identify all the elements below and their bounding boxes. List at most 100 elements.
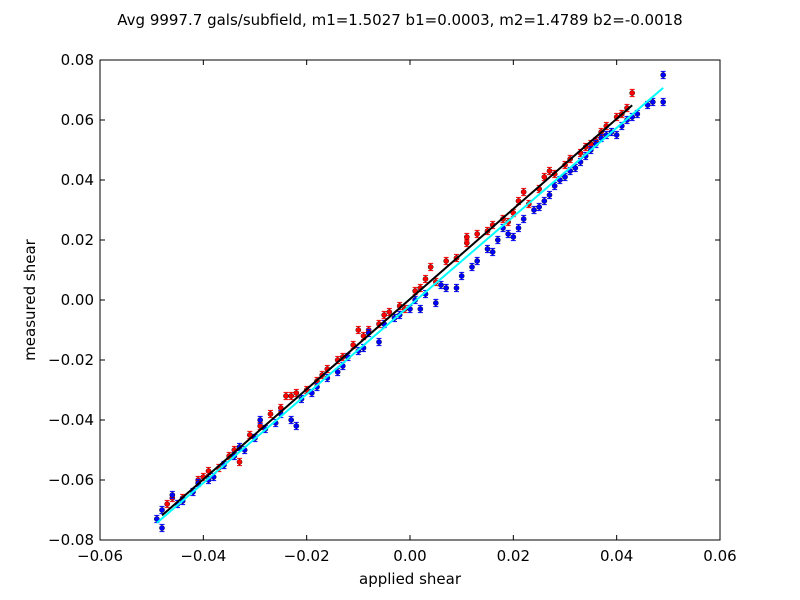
data-point [257,415,263,425]
marker [484,246,491,252]
fit-lines [156,87,664,524]
marker [267,411,274,417]
marker [650,99,656,105]
data-point [159,523,165,533]
marker [283,393,289,399]
marker [464,240,470,246]
data-point [546,166,553,176]
data-point [629,88,635,98]
x-tick-label: −0.04 [180,547,226,565]
data-point [422,274,429,284]
marker [334,369,341,375]
data-point [169,490,176,500]
y-tick-label: 0.06 [61,111,94,129]
data-point [469,262,475,272]
data-point [293,421,300,431]
data-point [236,457,243,467]
data-point [536,202,542,212]
data-point [660,97,666,107]
marker [510,234,517,240]
marker [469,264,475,270]
data-point [267,409,274,419]
marker [169,492,176,498]
x-tick-label: 0.02 [497,547,530,565]
marker [520,189,527,195]
marker [660,72,666,78]
marker [520,216,527,222]
data-point [660,70,666,80]
data-point [159,505,165,515]
data-point [489,247,496,257]
data-point [520,187,527,197]
marker [381,312,387,318]
data-point [453,283,460,293]
data-point [417,304,424,314]
marker [474,231,480,237]
data-point [515,223,522,233]
marker [629,90,635,96]
marker [453,285,460,291]
marker [293,390,300,396]
data-point [355,325,362,335]
x-tick-label: 0.00 [393,547,426,565]
data-point [531,205,537,215]
data-point [381,310,387,320]
marker [386,309,393,315]
marker [159,507,165,513]
axis-ticks: −0.06 −0.04 −0.02 0.00 0.02 0.04 0.06−0.08−0.0… [48,51,737,565]
marker [458,273,465,279]
marker [288,393,294,399]
data-point [624,103,630,113]
data-point [458,271,465,281]
data-point [495,235,501,245]
marker [505,231,511,237]
y-tick-label: −0.02 [48,351,94,369]
x-tick-label: 0.06 [703,547,736,565]
marker [164,501,170,507]
marker [541,198,548,204]
marker [546,168,553,174]
data-point [505,229,511,239]
data-point [546,190,553,200]
marker [236,459,243,465]
marker [495,237,501,243]
x-tick-label: −0.06 [77,547,123,565]
data-point [474,256,480,266]
marker [257,417,263,423]
y-tick-label: −0.06 [48,471,94,489]
y-axis-label: measured shear [21,238,39,360]
y-tick-label: 0.04 [61,171,94,189]
marker [531,207,537,213]
marker [376,339,382,345]
data-point [464,232,470,242]
x-tick-label: −0.02 [284,547,330,565]
marker [551,183,558,189]
fit-line-cyan [156,87,664,524]
data-point [474,229,480,239]
marker [288,417,294,423]
data-point [288,391,294,401]
data-point [376,337,382,347]
data-point [427,262,434,272]
marker [660,99,666,105]
data-point [443,283,449,293]
marker [562,174,568,180]
chart-title: Avg 9997.7 gals/subfield, m1=1.5027 b1=0… [117,11,682,29]
marker [159,525,165,531]
marker [541,174,548,180]
marker [613,132,620,138]
data-point [541,196,548,206]
marker [438,282,444,288]
marker [489,249,496,255]
data-point [154,514,160,524]
data-point [288,415,294,425]
marker [355,327,362,333]
y-tick-label: 0.00 [61,291,94,309]
data-point [283,391,289,401]
data-point [650,97,656,107]
marker [515,225,522,231]
data-point [520,214,527,224]
y-tick-label: 0.08 [61,51,94,69]
y-tick-label: −0.08 [48,531,94,549]
